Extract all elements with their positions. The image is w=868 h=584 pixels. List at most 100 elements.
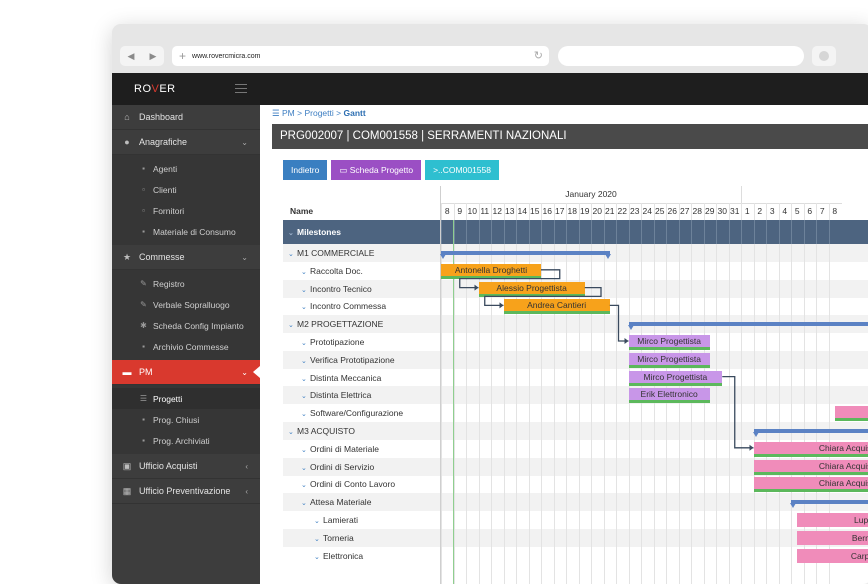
submenu-pm: ☰Progetti ▪Prog. Chiusi ▪Prog. Archiviat… bbox=[112, 385, 260, 454]
gantt-row-label: Prototipazione bbox=[310, 337, 364, 347]
sidebar-item-commesse[interactable]: ★Commesse⌄ bbox=[112, 245, 260, 270]
url-text: www.rovercmicra.com bbox=[192, 53, 260, 60]
gantt-name-header: Name bbox=[283, 186, 440, 221]
scheda-progetto-button[interactable]: ▭ Scheda Progetto bbox=[331, 160, 421, 180]
sidebar-item-agenti[interactable]: ▪Agenti bbox=[112, 158, 260, 179]
back-button[interactable]: Indietro bbox=[283, 160, 327, 180]
action-buttons: Indietro ▭ Scheda Progetto >..COM001558 bbox=[283, 160, 499, 180]
gantt-task-row[interactable]: ⌄Incontro Tecnico bbox=[283, 280, 458, 298]
gantt-row-label: Verifica Prototipazione bbox=[310, 355, 395, 365]
browser-toolbar: ◀ ▶ + www.rovercmicra.com ↻ bbox=[112, 24, 868, 73]
nav-buttons: ◀ ▶ bbox=[120, 46, 164, 66]
users-icon: ▪ bbox=[139, 164, 148, 173]
milestones-row[interactable]: ⌄Milestones bbox=[283, 220, 445, 244]
gantt-row-label: Torneria bbox=[323, 533, 354, 543]
dependency-links bbox=[441, 186, 868, 584]
gantt-task-row[interactable]: ⌄Prototipazione bbox=[283, 333, 458, 351]
calculator-icon: ▦ bbox=[122, 486, 132, 496]
star-icon: ★ bbox=[122, 252, 132, 262]
gantt-task-row[interactable]: ⌄Distinta Elettrica bbox=[283, 386, 458, 404]
breadcrumb: ☰ PM > Progetti > Gantt bbox=[272, 108, 366, 119]
app-header: ROVER bbox=[112, 73, 868, 105]
gantt-task-row[interactable]: ⌄Ordini di Conto Lavoro bbox=[283, 475, 458, 493]
circle-icon bbox=[819, 51, 829, 61]
file-icon: ▫ bbox=[139, 206, 148, 215]
forward-arrow-icon[interactable]: ▶ bbox=[150, 51, 157, 62]
sidebar-item-archiviati[interactable]: ▪Prog. Archiviati bbox=[112, 430, 260, 451]
sidebar-item-archivio[interactable]: ▪Archivio Commesse bbox=[112, 336, 260, 357]
folder-icon: ▪ bbox=[139, 415, 148, 424]
sidebar-item-progetti[interactable]: ☰Progetti bbox=[112, 388, 260, 409]
chevron-down-icon: ⌄ bbox=[241, 138, 248, 147]
commessa-button[interactable]: >..COM001558 bbox=[425, 160, 499, 180]
gantt-row-label: Milestones bbox=[297, 227, 341, 237]
sidebar-item-verbale[interactable]: ✎Verbale Sopralluogo bbox=[112, 294, 260, 315]
browser-search-field[interactable] bbox=[558, 46, 804, 66]
gantt-task-row[interactable]: ⌄Verifica Prototipazione bbox=[283, 351, 458, 369]
breadcrumb-progetti[interactable]: Progetti bbox=[304, 108, 333, 118]
gear-icon: ✱ bbox=[139, 321, 148, 330]
gantt-chart: Name ⌄Milestones⌄M1 COMMERCIALE⌄Raccolta… bbox=[283, 186, 868, 584]
gantt-group-row[interactable]: ⌄M3 ACQUISTO bbox=[283, 422, 445, 440]
arrow-head-icon bbox=[500, 302, 504, 308]
plus-icon[interactable]: + bbox=[179, 49, 186, 63]
list-icon: ☰ bbox=[272, 108, 280, 118]
address-bar[interactable]: + www.rovercmicra.com ↻ bbox=[172, 46, 549, 66]
gantt-row-label: M1 COMMERCIALE bbox=[297, 248, 374, 258]
sidebar-item-acquisti[interactable]: ▣Ufficio Acquisti‹ bbox=[112, 454, 260, 479]
chevron-left-icon: ‹ bbox=[245, 462, 248, 471]
gantt-task-row[interactable]: ⌄Raccolta Doc. bbox=[283, 262, 458, 280]
folder-icon: ▪ bbox=[139, 436, 148, 445]
gantt-row-label: Elettronica bbox=[323, 551, 363, 561]
sidebar-item-anagrafiche[interactable]: ●Anagrafiche⌄ bbox=[112, 130, 260, 155]
sidebar-item-clienti[interactable]: ▫Clienti bbox=[112, 179, 260, 200]
archive-icon: ▪ bbox=[139, 342, 148, 351]
gantt-row-label: Raccolta Doc. bbox=[310, 266, 363, 276]
gantt-row-label: Incontro Commessa bbox=[310, 301, 386, 311]
sidebar-item-materiale[interactable]: ▪Materiale di Consumo bbox=[112, 221, 260, 242]
submenu-commesse: ✎Registro ✎Verbale Sopralluogo ✱Scheda C… bbox=[112, 270, 260, 360]
gantt-group-row[interactable]: ⌄M2 PROGETTAZIONE bbox=[283, 315, 445, 333]
gantt-row-label: M2 PROGETTAZIONE bbox=[297, 319, 383, 329]
breadcrumb-current: Gantt bbox=[343, 108, 365, 118]
gantt-row-label: Distinta Meccanica bbox=[310, 373, 381, 383]
gantt-row-label: Incontro Tecnico bbox=[310, 284, 372, 294]
back-arrow-icon[interactable]: ◀ bbox=[128, 51, 135, 62]
arrow-head-icon bbox=[625, 338, 629, 344]
breadcrumb-pm[interactable]: PM bbox=[282, 108, 295, 118]
sidebar-item-pm[interactable]: ▬PM⌄ bbox=[112, 360, 260, 385]
gantt-group-row[interactable]: ⌄M1 COMMERCIALE bbox=[283, 244, 445, 262]
gantt-group-row[interactable]: ⌄Attesa Materiale bbox=[283, 493, 458, 511]
gantt-task-row[interactable]: ⌄Ordini di Servizio bbox=[283, 458, 458, 476]
gantt-row-label: Distinta Elettrica bbox=[310, 390, 371, 400]
arrow-head-icon bbox=[475, 285, 479, 291]
sidebar-item-scheda[interactable]: ✱Scheda Config Impianto bbox=[112, 315, 260, 336]
gantt-row-label: Attesa Materiale bbox=[310, 497, 371, 507]
sidebar-item-chiusi[interactable]: ▪Prog. Chiusi bbox=[112, 409, 260, 430]
sidebar-item-preventivazione[interactable]: ▦Ufficio Preventivazione‹ bbox=[112, 479, 260, 504]
chevron-down-icon: ⌄ bbox=[241, 368, 248, 377]
hamburger-menu-icon[interactable] bbox=[235, 84, 247, 96]
gantt-row-label: Software/Configurazione bbox=[310, 408, 403, 418]
gantt-row-label: Lamierati bbox=[323, 515, 358, 525]
gantt-task-row[interactable]: ⌄Ordini di Materiale bbox=[283, 440, 458, 458]
folder-icon: ▭ bbox=[339, 165, 349, 175]
chevron-left-icon: ‹ bbox=[245, 487, 248, 496]
sidebar-item-dashboard[interactable]: ⌂Dashboard bbox=[112, 105, 260, 130]
reload-icon[interactable]: ↻ bbox=[534, 49, 543, 62]
chevron-down-icon[interactable]: ⌄ bbox=[314, 549, 323, 567]
card-icon: ▬ bbox=[122, 367, 132, 377]
gantt-task-row[interactable]: ⌄Software/Configurazione bbox=[283, 404, 458, 422]
gantt-task-row[interactable]: ⌄Distinta Meccanica bbox=[283, 369, 458, 387]
sidebar-item-registro[interactable]: ✎Registro bbox=[112, 273, 260, 294]
gantt-row-label: Ordini di Materiale bbox=[310, 444, 379, 454]
main-content: ☰ PM > Progetti > Gantt PRG002007 | COM0… bbox=[260, 105, 868, 584]
chevron-down-icon[interactable]: ⌄ bbox=[288, 222, 297, 246]
rover-logo[interactable]: ROVER bbox=[134, 83, 176, 95]
gantt-task-row[interactable]: ⌄Incontro Commessa bbox=[283, 297, 458, 315]
browser-menu-button[interactable] bbox=[812, 46, 836, 66]
edit-icon: ✎ bbox=[139, 279, 148, 288]
sidebar-item-fornitori[interactable]: ▫Fornitori bbox=[112, 200, 260, 221]
money-icon: ▣ bbox=[122, 461, 132, 471]
